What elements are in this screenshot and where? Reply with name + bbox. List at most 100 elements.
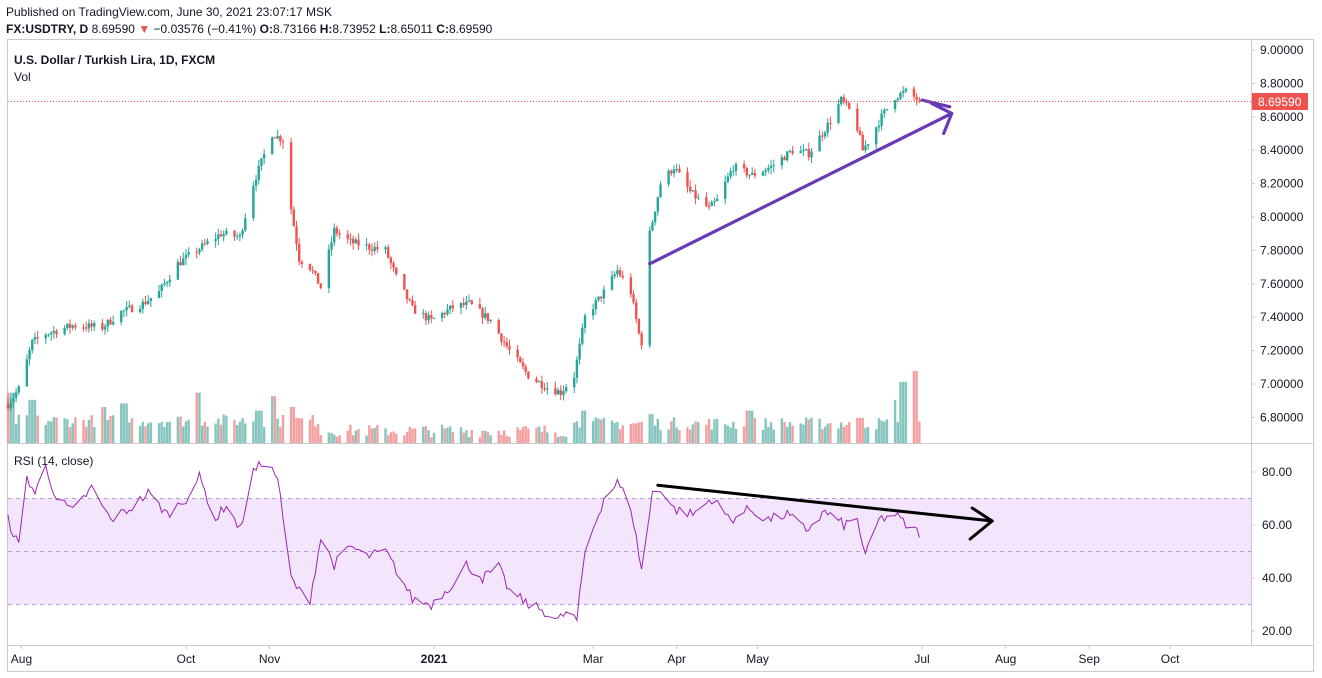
volume-bar (602, 417, 606, 443)
black-rsi-trendline[interactable] (656, 483, 994, 523)
time-axis[interactable]: Aug Oct Nov 2021 Mar Apr May Jul Aug Sep Oct (11, 645, 1180, 666)
black-rsi-trendline-arrowhead (968, 506, 994, 541)
volume-bar (120, 403, 123, 443)
candle-body (481, 308, 484, 318)
volume-bar (432, 432, 436, 443)
candle-body (314, 270, 317, 273)
volume-bar (168, 421, 171, 443)
rsi-band-area (8, 498, 1251, 605)
volume-bar (333, 434, 336, 443)
candle-body (648, 230, 651, 346)
volume-bar (165, 422, 169, 443)
last-price-label-box (1252, 93, 1308, 110)
candle-body (222, 234, 225, 237)
candle-body (49, 332, 53, 335)
volume-bar (25, 415, 29, 443)
candle-body (28, 350, 31, 360)
volume-bar (235, 425, 239, 443)
trendline-drawings[interactable] (648, 98, 994, 541)
candle-body (697, 197, 700, 199)
symbol-name[interactable]: FX:USDTRY, D (6, 22, 89, 36)
price-change: −0.03576 (−0.41%) (153, 22, 257, 36)
price-tick-label: 7.60000 (1260, 277, 1304, 291)
volume-bar (810, 417, 813, 443)
volume-bar (753, 418, 757, 443)
candle-body (52, 330, 56, 333)
candle-body (918, 99, 921, 101)
candle-body (292, 209, 296, 227)
volume-bar (573, 422, 576, 443)
time-tick-label: Oct (177, 652, 196, 666)
rsi-axis[interactable]: 80.00 60.00 40.00 20.00 (1251, 465, 1292, 638)
candle-body (637, 319, 641, 334)
volume-bar (279, 426, 282, 443)
candle-body (864, 145, 867, 151)
candle-body (225, 230, 228, 235)
volume-bar (651, 414, 654, 443)
volume-bar (214, 423, 217, 443)
candle-body (745, 168, 748, 176)
candle-body (430, 315, 433, 319)
candle-body (276, 135, 279, 139)
candle-body (462, 302, 465, 305)
last-price-marker: 8.69590 (8, 93, 1308, 110)
volume-bar (36, 415, 39, 443)
candle-body (443, 312, 447, 315)
candle-body (279, 135, 282, 142)
volume-bar (427, 430, 430, 443)
volume-bar (826, 423, 829, 443)
candle-body (489, 320, 492, 322)
rsi-tick-label: 80.00 (1262, 465, 1292, 479)
volume-bar (241, 418, 244, 443)
volume-bar (351, 435, 355, 443)
purple-trendline[interactable] (648, 111, 954, 266)
volume-bar (354, 430, 358, 443)
candle-body (688, 186, 692, 192)
candle-body (308, 263, 312, 270)
candle-body (672, 169, 676, 174)
volume-bar (392, 431, 395, 443)
price-axis[interactable]: 6.80000 7.00000 7.20000 7.40000 7.60000 7.800… (1251, 43, 1304, 424)
candle-body (168, 279, 171, 283)
volume-bar (101, 407, 104, 443)
volume-bar (373, 427, 376, 443)
volume-bar (807, 419, 811, 443)
candle-body (540, 381, 544, 389)
volume-bar (443, 428, 447, 443)
volume-bar (899, 381, 902, 443)
volume-bar (516, 427, 519, 443)
candle-body (519, 357, 522, 363)
volume-bar (6, 392, 10, 443)
candle-body (66, 323, 69, 328)
candle-body (84, 327, 88, 329)
volume-bar (28, 399, 31, 443)
volume-bar (31, 399, 34, 443)
volume-bar (764, 418, 767, 443)
volume-bar (484, 430, 487, 443)
candle-body (12, 397, 15, 403)
volume-bar (818, 418, 821, 443)
volume-bar (52, 417, 56, 443)
candle-body (556, 390, 560, 395)
candle-body (799, 150, 802, 154)
volume-bar (17, 414, 20, 443)
volume-bar (786, 426, 789, 443)
volume-bar (893, 399, 897, 443)
volume-bar (376, 425, 379, 443)
volume-bar (66, 419, 69, 443)
candle-body (55, 330, 58, 335)
volume-bar (672, 417, 676, 443)
volume-bar (203, 421, 207, 443)
candle-body (36, 337, 39, 339)
candle-body (502, 341, 506, 343)
volume-bar (184, 421, 188, 443)
candle-body (713, 201, 716, 203)
price-tick-label: 7.20000 (1260, 344, 1304, 358)
volume-bar (783, 421, 786, 443)
candle-body (330, 242, 333, 250)
candle-body (319, 283, 322, 288)
volume-bar (87, 420, 91, 443)
volume-bar (597, 418, 600, 443)
volume-bar (260, 410, 263, 443)
